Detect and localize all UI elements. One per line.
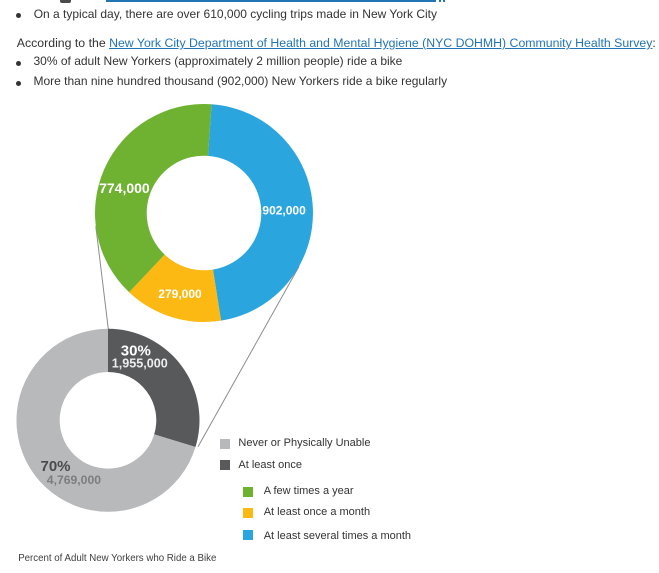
svg-text:4,769,000: 4,769,000	[47, 473, 101, 487]
svg-text:279,000: 279,000	[158, 287, 202, 301]
svg-text:70%: 70%	[41, 458, 71, 475]
svg-text:902,000: 902,000	[262, 204, 306, 218]
svg-text:774,000: 774,000	[99, 180, 150, 196]
svg-text:1,955,000: 1,955,000	[112, 356, 168, 370]
svg-text:30%: 30%	[121, 343, 151, 360]
